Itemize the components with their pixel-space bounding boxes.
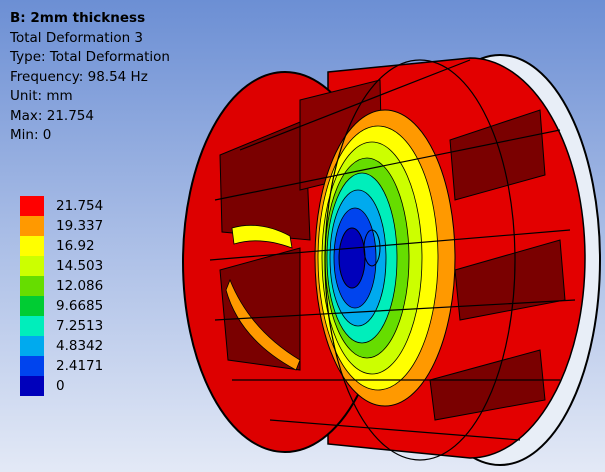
legend-label-3: 16.92: [56, 238, 95, 254]
legend-label-6: 9.6685: [56, 298, 104, 314]
result-frequency: Frequency: 98.54 Hz: [10, 68, 148, 85]
result-info-panel: B: 2mm thickness Total Deformation 3 Typ…: [10, 9, 170, 146]
legend-label-10: 0: [56, 378, 65, 394]
legend-band-9: [20, 356, 44, 376]
legend-label-9: 2.4171: [56, 358, 104, 374]
result-max: Max: 21.754: [10, 107, 94, 124]
impeller-body: [182, 54, 601, 466]
legend-label-1: 21.754: [56, 198, 104, 214]
legend-label-4: 14.503: [56, 258, 104, 274]
legend-band-6: [20, 296, 44, 316]
legend-label-2: 19.337: [56, 218, 104, 234]
legend-band-1: [20, 196, 44, 216]
legend-label-5: 12.086: [56, 278, 104, 294]
legend-band-8: [20, 336, 44, 356]
legend-band-10: [20, 376, 44, 396]
legend-band-4: [20, 256, 44, 276]
legend-label-7: 7.2513: [56, 318, 104, 334]
analysis-title: B: 2mm thickness: [10, 10, 146, 26]
legend-band-2: [20, 216, 44, 236]
result-unit: Unit: mm: [10, 88, 73, 104]
result-type: Type: Total Deformation: [10, 49, 170, 65]
legend-band-7: [20, 316, 44, 336]
legend-band-3: [20, 236, 44, 256]
legend-label-8: 4.8342: [56, 338, 104, 354]
result-min: Min: 0: [10, 127, 52, 143]
legend-band-5: [20, 276, 44, 296]
result-name: Total Deformation 3: [10, 29, 144, 46]
